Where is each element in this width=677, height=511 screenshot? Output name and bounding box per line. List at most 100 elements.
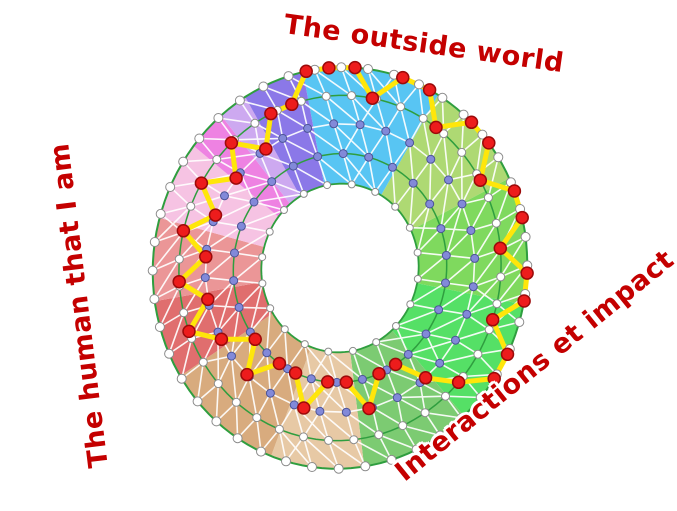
mesh-node (265, 388, 275, 398)
red-node (487, 371, 501, 386)
red-node (299, 64, 313, 79)
mesh-line (409, 282, 447, 306)
mesh-node (155, 208, 166, 219)
mesh-line (239, 172, 273, 183)
red-node (214, 332, 229, 347)
red-node (224, 136, 239, 150)
mesh-line (437, 285, 475, 311)
red-node (464, 115, 479, 130)
mesh-line (367, 130, 387, 158)
mesh-line (316, 155, 328, 186)
mesh-line (454, 328, 491, 342)
red-node (182, 324, 196, 339)
mesh-node (392, 322, 400, 330)
mesh-node (200, 273, 210, 283)
mesh-node (176, 373, 187, 384)
mesh-node (307, 462, 317, 472)
mesh-node (258, 253, 267, 262)
mesh-line (437, 308, 468, 316)
mesh-line (233, 231, 271, 254)
mesh-node (357, 374, 367, 384)
mesh-node (280, 206, 288, 214)
mesh-line (394, 182, 415, 208)
mesh-line (408, 203, 431, 229)
mesh-line (182, 158, 218, 163)
mesh-line (444, 282, 475, 288)
mesh-line (375, 98, 387, 132)
red-node (520, 266, 534, 280)
mesh-line (202, 355, 233, 364)
red-node (365, 91, 380, 105)
mesh-line (384, 106, 402, 132)
mesh-line (385, 369, 399, 399)
mesh-line (212, 220, 243, 228)
mesh-line (385, 369, 421, 384)
mesh-line (238, 282, 264, 309)
mesh-node (403, 349, 413, 359)
mesh-line (319, 410, 355, 441)
mesh-line (253, 201, 285, 211)
mesh-node (457, 147, 467, 157)
mesh-line (447, 173, 478, 181)
mesh-line (302, 436, 340, 470)
mesh-node (491, 218, 501, 228)
red-node (229, 171, 243, 185)
mesh-node (280, 325, 289, 334)
mesh-line (395, 308, 440, 327)
mesh-line (327, 350, 364, 381)
mesh-line (204, 252, 236, 279)
mesh-line (249, 307, 272, 333)
mesh-line (444, 395, 482, 399)
mesh-node (220, 191, 229, 201)
mesh-node (323, 181, 332, 190)
red-node (418, 371, 433, 385)
mesh-node (329, 119, 339, 129)
mesh-node (281, 456, 291, 467)
mesh-node (371, 187, 380, 196)
mesh-line (248, 375, 258, 419)
mesh-line (208, 304, 240, 309)
mesh-node (192, 396, 203, 407)
mesh-node (336, 62, 347, 73)
mesh-line (472, 249, 502, 288)
mesh-node (149, 294, 160, 305)
mesh-node (364, 152, 374, 162)
mesh-line (371, 406, 404, 427)
mesh-node (439, 129, 449, 139)
mesh-line (332, 123, 370, 158)
mesh-node (360, 461, 371, 472)
mesh-node (154, 322, 165, 332)
mesh-node (405, 223, 414, 232)
mesh-line (428, 179, 450, 205)
mesh-line (293, 377, 313, 406)
mesh-node (349, 435, 359, 445)
mesh-line (293, 404, 305, 438)
mesh-line (401, 424, 441, 437)
mesh-line (319, 381, 338, 413)
mesh-line (232, 256, 264, 282)
red-node (507, 184, 522, 198)
mesh-line (396, 395, 447, 399)
red-node (208, 208, 223, 222)
mesh-line (302, 436, 313, 468)
mesh-line (182, 276, 207, 314)
mesh-line (375, 341, 388, 371)
red-node (396, 70, 410, 85)
mesh-node (227, 351, 236, 361)
mesh-node (333, 463, 344, 474)
mesh-node (391, 202, 400, 211)
mesh-node (406, 300, 415, 309)
red-node (422, 83, 437, 97)
mesh-node (324, 435, 333, 445)
mesh-line (216, 152, 261, 161)
mesh-node (493, 152, 504, 163)
mesh-node (231, 397, 241, 407)
mesh-line (205, 248, 236, 254)
mesh-line (281, 137, 295, 167)
mesh-line (416, 278, 447, 284)
mesh-node (441, 391, 450, 401)
mesh-line (319, 410, 330, 442)
red-node (485, 313, 500, 327)
mesh-node (147, 265, 158, 276)
red-nodes (172, 60, 534, 416)
